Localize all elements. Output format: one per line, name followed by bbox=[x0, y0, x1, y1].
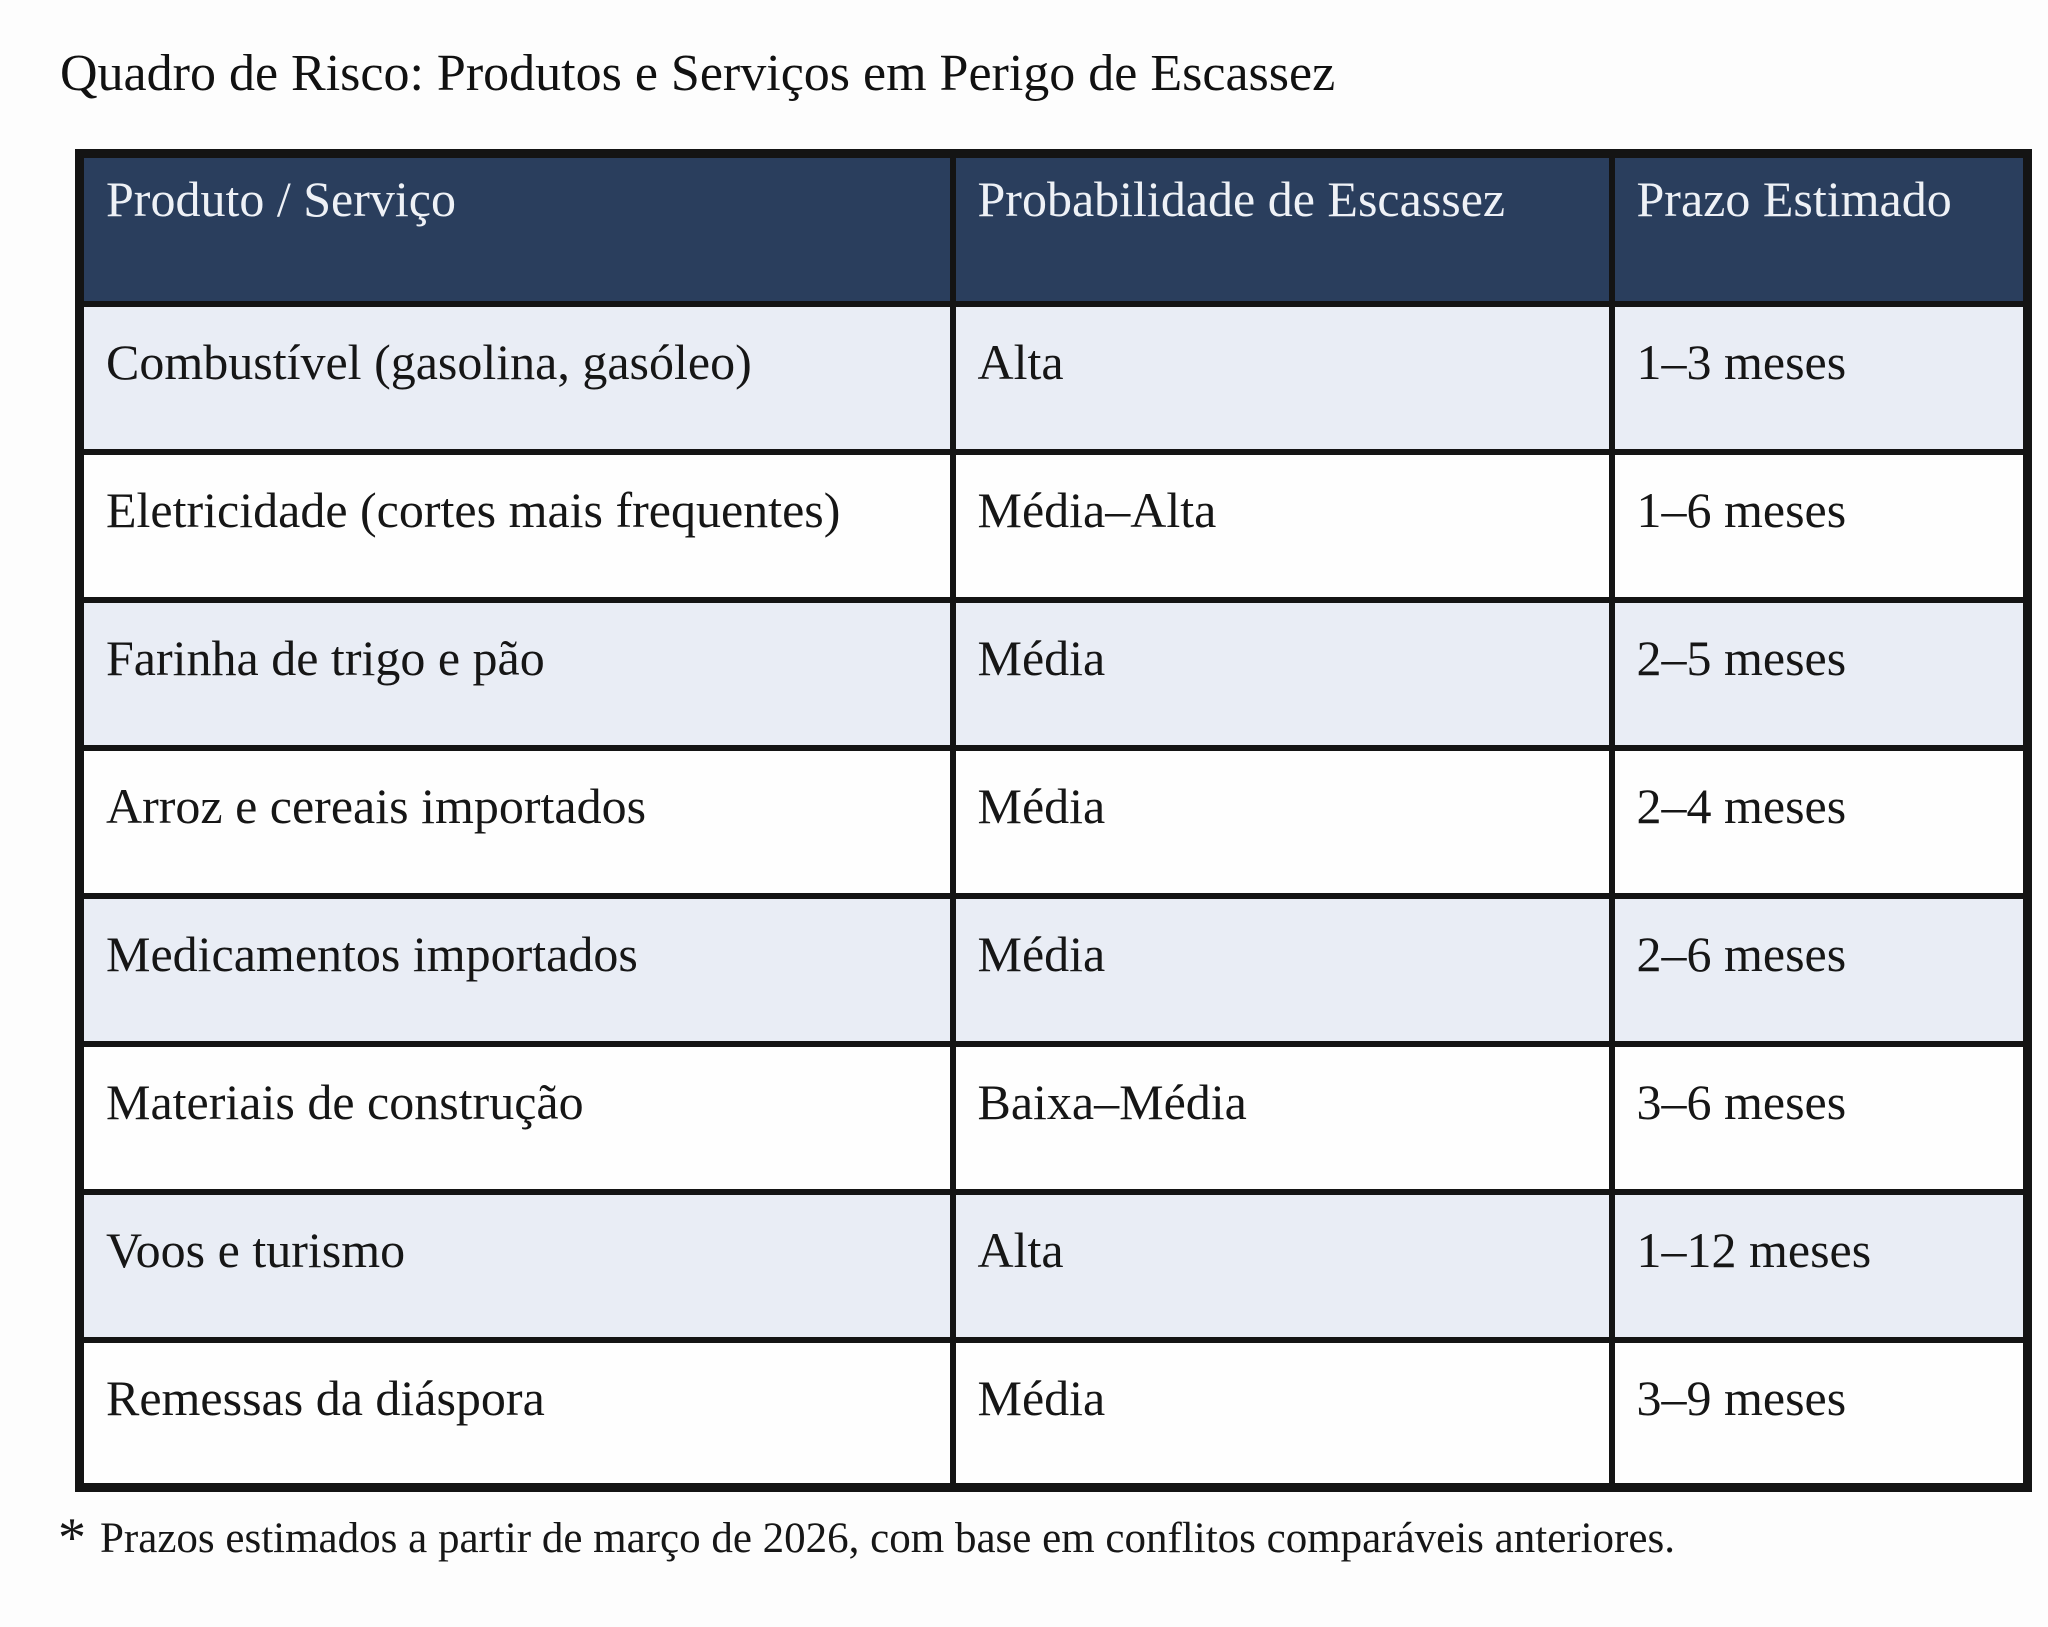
cell-prazo: 1–12 meses bbox=[1608, 1188, 2031, 1343]
table-row: Medicamentos importados Média 2–6 meses bbox=[76, 892, 2031, 1047]
cell-prazo: 3–6 meses bbox=[1608, 1040, 2031, 1195]
column-header-prazo: Prazo Estimado bbox=[1608, 150, 2031, 307]
cell-probabilidade: Alta bbox=[949, 1188, 1615, 1343]
cell-produto: Remessas da diáspora bbox=[76, 1336, 956, 1491]
cell-produto: Farinha de trigo e pão bbox=[76, 596, 956, 751]
cell-probabilidade: Baixa–Média bbox=[949, 1040, 1615, 1195]
footnote: * Prazos estimados a partir de março de 2… bbox=[58, 1510, 2048, 1566]
table-row: Remessas da diáspora Média 3–9 meses bbox=[76, 1336, 2031, 1491]
cell-probabilidade: Média–Alta bbox=[949, 448, 1615, 603]
table-row: Arroz e cereais importados Média 2–4 mes… bbox=[76, 744, 2031, 899]
footnote-asterisk: * bbox=[58, 1507, 86, 1569]
cell-prazo: 2–5 meses bbox=[1608, 596, 2031, 751]
table-row: Materiais de construção Baixa–Média 3–6 … bbox=[76, 1040, 2031, 1195]
risk-table-body: Combustível (gasolina, gasóleo) Alta 1–3… bbox=[76, 300, 2031, 1491]
cell-prazo: 1–6 meses bbox=[1608, 448, 2031, 603]
cell-produto: Combustível (gasolina, gasóleo) bbox=[76, 300, 956, 455]
cell-produto: Eletricidade (cortes mais frequentes) bbox=[76, 448, 956, 603]
cell-prazo: 1–3 meses bbox=[1608, 300, 2031, 455]
cell-prazo: 2–6 meses bbox=[1608, 892, 2031, 1047]
cell-probabilidade: Média bbox=[949, 596, 1615, 751]
cell-probabilidade: Média bbox=[949, 892, 1615, 1047]
cell-produto: Medicamentos importados bbox=[76, 892, 956, 1047]
table-row: Farinha de trigo e pão Média 2–5 meses bbox=[76, 596, 2031, 751]
risk-table-header: Produto / Serviço Probabilidade de Escas… bbox=[76, 150, 2031, 307]
cell-produto: Materiais de construção bbox=[76, 1040, 956, 1195]
table-row: Voos e turismo Alta 1–12 meses bbox=[76, 1188, 2031, 1343]
cell-prazo: 2–4 meses bbox=[1608, 744, 2031, 899]
table-row: Combustível (gasolina, gasóleo) Alta 1–3… bbox=[76, 300, 2031, 455]
risk-table: Produto / Serviço Probabilidade de Escas… bbox=[75, 149, 2032, 1492]
footnote-text: Prazos estimados a partir de março de 20… bbox=[100, 1515, 1675, 1562]
cell-probabilidade: Média bbox=[949, 1336, 1615, 1491]
page-title: Quadro de Risco: Produtos e Serviços em … bbox=[60, 45, 1336, 102]
column-header-produto: Produto / Serviço bbox=[76, 150, 956, 307]
cell-produto: Voos e turismo bbox=[76, 1188, 956, 1343]
cell-prazo: 3–9 meses bbox=[1608, 1336, 2031, 1491]
table-row: Eletricidade (cortes mais frequentes) Mé… bbox=[76, 448, 2031, 603]
cell-probabilidade: Alta bbox=[949, 300, 1615, 455]
cell-probabilidade: Média bbox=[949, 744, 1615, 899]
column-header-probabilidade: Probabilidade de Escassez bbox=[949, 150, 1615, 307]
header-row: Produto / Serviço Probabilidade de Escas… bbox=[76, 150, 2031, 307]
cell-produto: Arroz e cereais importados bbox=[76, 744, 956, 899]
